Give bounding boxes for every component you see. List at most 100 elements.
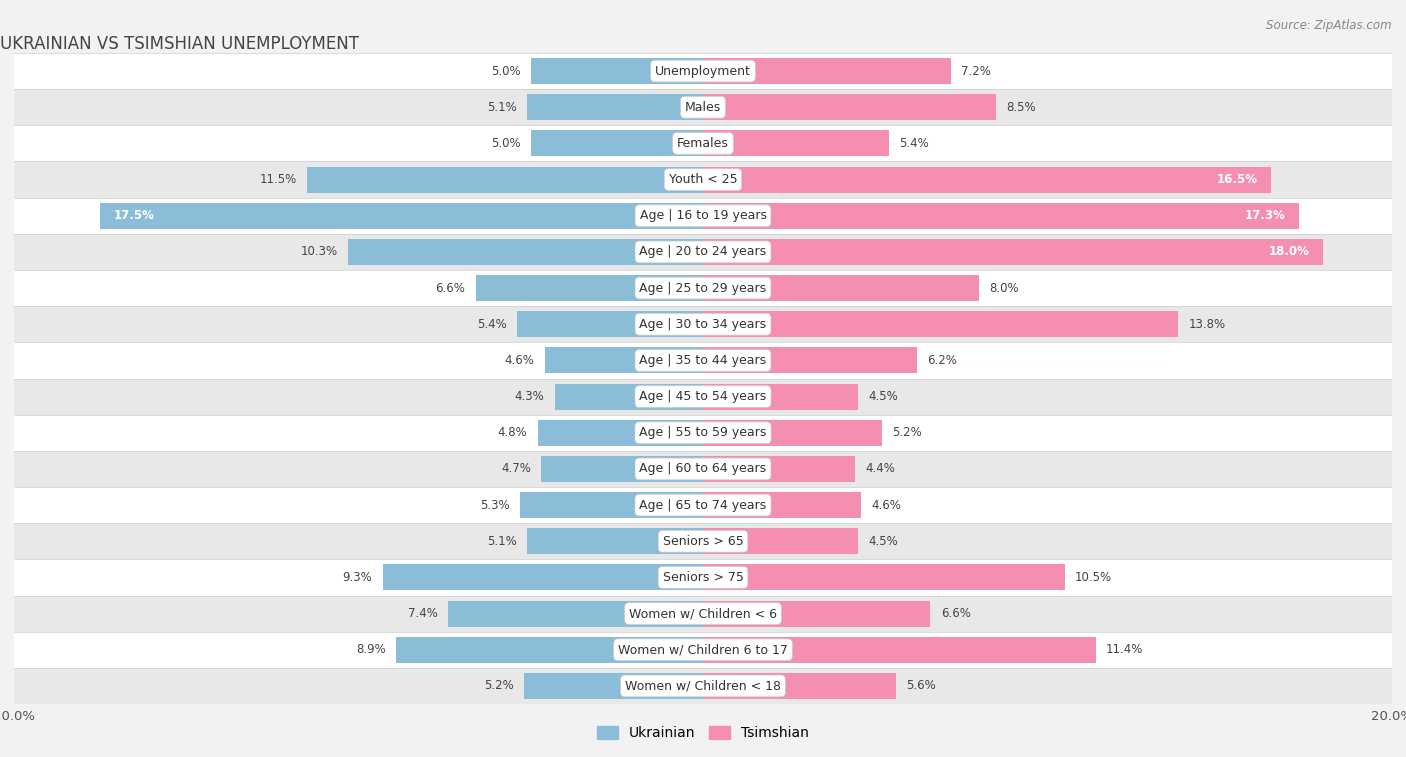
- Text: 4.6%: 4.6%: [505, 354, 534, 367]
- Bar: [537, 419, 703, 446]
- Text: Age | 25 to 29 years: Age | 25 to 29 years: [640, 282, 766, 294]
- Text: 8.9%: 8.9%: [356, 643, 387, 656]
- Bar: [527, 528, 703, 554]
- Text: Age | 60 to 64 years: Age | 60 to 64 years: [640, 463, 766, 475]
- Text: 5.6%: 5.6%: [907, 680, 936, 693]
- Text: 4.3%: 4.3%: [515, 390, 544, 403]
- Text: 11.5%: 11.5%: [259, 173, 297, 186]
- Bar: [349, 239, 703, 265]
- Text: 6.6%: 6.6%: [941, 607, 970, 620]
- Text: Women w/ Children 6 to 17: Women w/ Children 6 to 17: [619, 643, 787, 656]
- Text: Age | 35 to 44 years: Age | 35 to 44 years: [640, 354, 766, 367]
- Text: 5.1%: 5.1%: [488, 534, 517, 548]
- Bar: [14, 668, 1392, 704]
- Bar: [396, 637, 703, 663]
- Legend: Ukrainian, Tsimshian: Ukrainian, Tsimshian: [592, 721, 814, 746]
- Bar: [703, 673, 896, 699]
- Bar: [517, 311, 703, 338]
- Bar: [703, 94, 995, 120]
- Bar: [531, 58, 703, 84]
- Text: 4.5%: 4.5%: [869, 390, 898, 403]
- Text: Women w/ Children < 18: Women w/ Children < 18: [626, 680, 780, 693]
- Bar: [703, 565, 1064, 590]
- Text: 7.2%: 7.2%: [962, 64, 991, 77]
- Text: 7.4%: 7.4%: [408, 607, 437, 620]
- Bar: [14, 631, 1392, 668]
- Bar: [14, 306, 1392, 342]
- Text: 5.0%: 5.0%: [491, 64, 520, 77]
- Text: UKRAINIAN VS TSIMSHIAN UNEMPLOYMENT: UKRAINIAN VS TSIMSHIAN UNEMPLOYMENT: [0, 35, 360, 53]
- Bar: [100, 203, 703, 229]
- Text: 11.4%: 11.4%: [1107, 643, 1143, 656]
- Bar: [703, 528, 858, 554]
- Bar: [703, 347, 917, 373]
- Text: 5.2%: 5.2%: [484, 680, 513, 693]
- Text: Seniors > 75: Seniors > 75: [662, 571, 744, 584]
- Bar: [14, 378, 1392, 415]
- Text: 17.5%: 17.5%: [114, 209, 155, 223]
- Bar: [14, 487, 1392, 523]
- Text: 4.4%: 4.4%: [865, 463, 894, 475]
- Text: 5.4%: 5.4%: [900, 137, 929, 150]
- Bar: [703, 167, 1271, 192]
- Bar: [703, 492, 862, 518]
- Bar: [382, 565, 703, 590]
- Bar: [449, 600, 703, 627]
- Bar: [475, 275, 703, 301]
- Bar: [14, 415, 1392, 451]
- Text: Females: Females: [678, 137, 728, 150]
- Bar: [703, 456, 855, 482]
- Text: 5.0%: 5.0%: [491, 137, 520, 150]
- Bar: [14, 53, 1392, 89]
- Text: 16.5%: 16.5%: [1216, 173, 1257, 186]
- Text: Age | 30 to 34 years: Age | 30 to 34 years: [640, 318, 766, 331]
- Text: Women w/ Children < 6: Women w/ Children < 6: [628, 607, 778, 620]
- Text: 8.5%: 8.5%: [1007, 101, 1036, 114]
- Text: 4.5%: 4.5%: [869, 534, 898, 548]
- Text: 10.5%: 10.5%: [1076, 571, 1112, 584]
- Bar: [520, 492, 703, 518]
- Text: Age | 16 to 19 years: Age | 16 to 19 years: [640, 209, 766, 223]
- Bar: [544, 347, 703, 373]
- Text: 5.2%: 5.2%: [893, 426, 922, 439]
- Bar: [555, 384, 703, 410]
- Bar: [703, 600, 931, 627]
- Bar: [703, 637, 1095, 663]
- Bar: [307, 167, 703, 192]
- Text: 4.6%: 4.6%: [872, 499, 901, 512]
- Text: 10.3%: 10.3%: [301, 245, 337, 258]
- Bar: [14, 198, 1392, 234]
- Bar: [524, 673, 703, 699]
- Text: Age | 65 to 74 years: Age | 65 to 74 years: [640, 499, 766, 512]
- Bar: [14, 270, 1392, 306]
- Bar: [703, 311, 1178, 338]
- Bar: [14, 161, 1392, 198]
- Text: Age | 55 to 59 years: Age | 55 to 59 years: [640, 426, 766, 439]
- Bar: [14, 89, 1392, 126]
- Bar: [703, 419, 882, 446]
- Bar: [14, 559, 1392, 596]
- Bar: [14, 234, 1392, 270]
- Bar: [14, 596, 1392, 631]
- Text: 5.4%: 5.4%: [477, 318, 506, 331]
- Text: Youth < 25: Youth < 25: [669, 173, 737, 186]
- Bar: [703, 239, 1323, 265]
- Text: 4.7%: 4.7%: [501, 463, 531, 475]
- Text: 4.8%: 4.8%: [498, 426, 527, 439]
- Bar: [703, 130, 889, 157]
- Bar: [531, 130, 703, 157]
- Bar: [541, 456, 703, 482]
- Bar: [703, 203, 1299, 229]
- Bar: [703, 384, 858, 410]
- Text: 6.6%: 6.6%: [436, 282, 465, 294]
- Text: 5.3%: 5.3%: [481, 499, 510, 512]
- Bar: [14, 126, 1392, 161]
- Text: Source: ZipAtlas.com: Source: ZipAtlas.com: [1267, 19, 1392, 32]
- Bar: [703, 275, 979, 301]
- Text: 5.1%: 5.1%: [488, 101, 517, 114]
- Text: Males: Males: [685, 101, 721, 114]
- Text: 8.0%: 8.0%: [988, 282, 1018, 294]
- Text: 18.0%: 18.0%: [1268, 245, 1309, 258]
- Text: 6.2%: 6.2%: [927, 354, 956, 367]
- Text: 9.3%: 9.3%: [343, 571, 373, 584]
